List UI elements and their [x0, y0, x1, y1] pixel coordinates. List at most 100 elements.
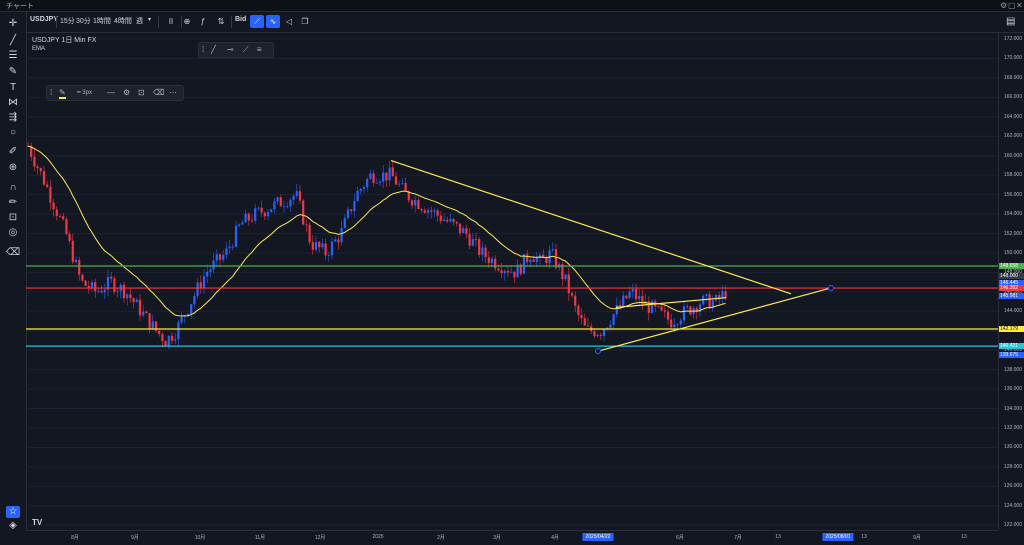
toolbar-divider	[181, 16, 182, 28]
candle-body	[721, 291, 724, 299]
pen-color-icon[interactable]: ✎	[59, 88, 66, 99]
price-tick-label: 136.000	[1003, 386, 1022, 393]
extended-line-icon[interactable]: ⟋	[243, 45, 249, 54]
line-style-icon[interactable]: —	[107, 88, 115, 97]
brush-icon[interactable]: ✎	[8, 66, 18, 77]
candle-body	[494, 258, 497, 269]
layout-icon[interactable]: ❐	[301, 17, 309, 26]
candle-body	[430, 210, 433, 212]
toolbar-divider	[231, 16, 232, 28]
pattern-icon[interactable]: ⋈	[8, 97, 18, 108]
time-axis[interactable]: 8月 9月 10月 11月 12月 2025 2月 3月 4月 6月 7月 13 13 9月 13 2025/…	[26, 530, 998, 545]
candle-body	[279, 197, 282, 207]
price-tick-label: 130.000	[1003, 444, 1022, 451]
window-title: チャート	[6, 3, 34, 10]
candle-body	[663, 310, 666, 312]
candle-body	[618, 304, 622, 307]
bid-toggle[interactable]: Bid	[235, 16, 247, 23]
candle-body	[353, 201, 356, 212]
interval-dropdown-icon[interactable]: ▾	[148, 17, 152, 23]
price-tick-label: 140.000	[1003, 347, 1022, 354]
trash-icon[interactable]: ⌫	[6, 247, 21, 258]
candle-body	[455, 221, 458, 224]
settings-icon[interactable]: ⚙	[1000, 1, 1008, 10]
line-tool-icon[interactable]: ╱	[211, 45, 216, 54]
more-icon[interactable]: ⋯	[169, 88, 177, 97]
line-chart-icon[interactable]: ⟋	[250, 15, 264, 28]
layout-toggle-icon[interactable]: ▤	[1006, 16, 1016, 27]
compare-icon[interactable]: ⇅	[217, 17, 225, 26]
add-indicator-icon[interactable]: ⊕	[183, 17, 191, 26]
price-tick-label: 122.000	[1003, 522, 1022, 529]
crosshair-icon[interactable]: ✛	[8, 18, 18, 29]
candle-body	[673, 324, 676, 328]
candle-body	[561, 264, 564, 280]
candle-body	[551, 249, 554, 251]
candle-body	[705, 294, 708, 296]
settings-icon[interactable]: ⚙	[123, 88, 131, 97]
candle-body	[359, 188, 362, 191]
close-icon[interactable]: ✕	[1016, 1, 1023, 10]
ray-tool-icon[interactable]: ⊸	[227, 45, 234, 54]
magnet-icon[interactable]: ∩	[9, 182, 17, 193]
candle-body	[564, 274, 567, 280]
candle-body	[599, 334, 602, 336]
price-tick-label: 144.000	[1003, 308, 1022, 315]
fib-icon[interactable]: ☰	[8, 50, 18, 61]
interval-4h[interactable]: 4時間	[114, 18, 132, 25]
eye-icon[interactable]: ◎	[8, 227, 18, 238]
zoom-icon[interactable]: ⊕	[8, 162, 18, 173]
candle-body	[638, 295, 641, 299]
lock-icon[interactable]: ⊡	[8, 212, 18, 223]
favorites-icon[interactable]: ☆	[6, 506, 20, 518]
top-toolbar: USDJPY 15分 30分 1時間 4時間 週 ▾ ǀǀ ⊕ ƒ ⇅ Bid …	[26, 12, 1024, 33]
price-axis[interactable]: 172.000 170.000 168.000 166.000 164.000 162.0…	[998, 33, 1024, 530]
drag-handle-icon[interactable]: ⁞	[50, 88, 53, 97]
fullscreen-button[interactable]: ▤	[998, 12, 1024, 32]
candle-body	[718, 295, 721, 299]
candle-type-icon[interactable]: ǀǀ	[168, 17, 174, 26]
candle-body	[519, 264, 522, 274]
candle-body	[58, 215, 62, 217]
time-tick-label: 13	[861, 534, 867, 540]
candle-body	[468, 234, 471, 246]
delete-icon[interactable]: ⌫	[153, 88, 165, 97]
candle-body	[330, 241, 334, 256]
chart-legend-symbol: USDJPY 1日 Min FX	[32, 37, 97, 44]
circle-icon[interactable]: ○	[9, 127, 17, 138]
symbol-selector[interactable]: USDJPY	[30, 16, 59, 23]
candle-body	[257, 207, 260, 209]
interval-15m[interactable]: 15分	[60, 18, 75, 25]
interval-week[interactable]: 週	[136, 18, 143, 25]
measure-icon[interactable]: ⇶	[8, 112, 18, 123]
candle-body	[602, 329, 606, 336]
lock-draw-icon[interactable]: ✏	[8, 197, 18, 208]
line-width-selector[interactable]: ━ 3px	[77, 90, 92, 96]
alert-icon[interactable]: ◁	[285, 17, 293, 26]
drag-handle-icon[interactable]: ⁞	[202, 45, 205, 54]
candle-body	[465, 228, 468, 235]
interval-30m[interactable]: 30分	[76, 18, 91, 25]
channel-tool-icon[interactable]: ≡	[257, 45, 262, 54]
candle-body	[42, 171, 46, 185]
candle-body	[417, 200, 420, 210]
layers-icon[interactable]: ◈	[9, 520, 17, 531]
candle-body	[586, 325, 590, 327]
candle-body	[215, 254, 218, 261]
time-tick-label: 13	[961, 534, 967, 540]
candle-body	[298, 191, 302, 201]
candle-body	[231, 246, 234, 248]
indicators-icon[interactable]: ƒ	[200, 17, 206, 26]
lock-icon[interactable]: ⊡	[138, 88, 145, 97]
ruler-icon[interactable]: ✐	[8, 146, 18, 157]
candle-body	[650, 301, 654, 313]
price-chart[interactable]	[26, 33, 998, 530]
text-icon[interactable]: T	[9, 82, 17, 93]
interval-1h[interactable]: 1時間	[93, 18, 111, 25]
pattern-chart-icon[interactable]: ∿	[266, 15, 280, 28]
candle-body	[113, 278, 116, 292]
maximize-icon[interactable]: ▢	[1008, 1, 1016, 10]
candle-body	[55, 209, 58, 216]
trendline-icon[interactable]: ╱	[9, 35, 17, 46]
candle-body	[49, 186, 52, 203]
